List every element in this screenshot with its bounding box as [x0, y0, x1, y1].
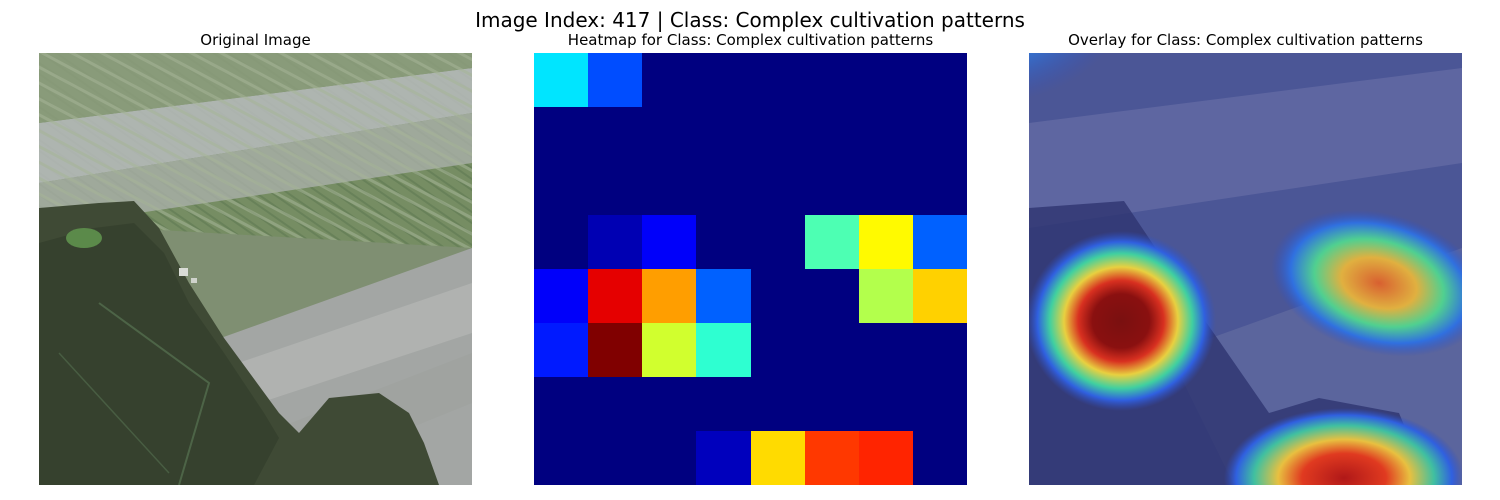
heatmap-cell [750, 107, 805, 161]
heatmap-cell [588, 215, 643, 269]
heatmap-cell [912, 377, 967, 431]
heatmap-cell [534, 431, 589, 485]
heatmap-cell [858, 161, 913, 215]
heatmap-cell [588, 323, 643, 377]
heatmap-cell [696, 323, 751, 377]
overlay-title: Overlay for Class: Complex cultivation p… [1068, 31, 1423, 49]
heatmap-cell [858, 431, 913, 485]
heatmap-grid [534, 53, 967, 485]
heatmap-cell [696, 269, 751, 323]
heatmap-cell [750, 161, 805, 215]
heatmap-cell [696, 107, 751, 161]
heatmap-cell [804, 53, 859, 107]
heatmap-cell [750, 53, 805, 107]
heatmap-cell [804, 431, 859, 485]
heatmap [534, 53, 967, 485]
heatmap-cell [534, 215, 589, 269]
heatmap-cell [696, 161, 751, 215]
heatmap-cell [858, 377, 913, 431]
heatmap-cell [642, 215, 697, 269]
heatmap-cell [912, 161, 967, 215]
heatmap-cell [912, 215, 967, 269]
heatmap-cell [642, 53, 697, 107]
heatmap-cell [912, 431, 967, 485]
heatmap-cell [642, 431, 697, 485]
heatmap-cell [642, 377, 697, 431]
heatmap-cell [750, 215, 805, 269]
heatmap-cell [696, 431, 751, 485]
original-image-title: Original Image [200, 31, 311, 49]
heatmap-cell [588, 269, 643, 323]
heatmap-cell [588, 431, 643, 485]
heatmap-cell [912, 323, 967, 377]
heatmap-cell [750, 323, 805, 377]
heatmap-cell [588, 107, 643, 161]
heatmap-cell [858, 269, 913, 323]
original-image [39, 53, 472, 485]
heatmap-cell [750, 269, 805, 323]
heatmap-cell [750, 431, 805, 485]
heatmap-cell [534, 161, 589, 215]
heatmap-cell [804, 269, 859, 323]
heatmap-cell [858, 215, 913, 269]
heatmap-cell [912, 107, 967, 161]
heatmap-cell [534, 107, 589, 161]
heatmap-cell [804, 161, 859, 215]
heatmap-cell [858, 323, 913, 377]
heatmap-cell [750, 377, 805, 431]
heatmap-cell [696, 53, 751, 107]
heatmap-cell [588, 377, 643, 431]
overlay-image [1029, 53, 1462, 485]
figure-suptitle: Image Index: 417 | Class: Complex cultiv… [475, 8, 1025, 32]
heatmap-cell [588, 161, 643, 215]
heatmap-title: Heatmap for Class: Complex cultivation p… [567, 31, 934, 49]
heatmap-cell [534, 323, 589, 377]
heatmap-cell [804, 107, 859, 161]
heatmap-cell [534, 53, 589, 107]
heatmap-cell [534, 269, 589, 323]
heatmap-cell [642, 161, 697, 215]
heatmap-cell [642, 107, 697, 161]
heatmap-cell [642, 269, 697, 323]
heatmap-cell [804, 215, 859, 269]
heatmap-cell [858, 53, 913, 107]
heatmap-cell [534, 377, 589, 431]
heatmap-cell [912, 269, 967, 323]
heatmap-cell [588, 53, 643, 107]
heatmap-cell [696, 377, 751, 431]
heatmap-cell [804, 323, 859, 377]
heatmap-cell [696, 215, 751, 269]
heatmap-cell [912, 53, 967, 107]
heatmap-cell [804, 377, 859, 431]
heatmap-cell [858, 107, 913, 161]
heatmap-cell [642, 323, 697, 377]
